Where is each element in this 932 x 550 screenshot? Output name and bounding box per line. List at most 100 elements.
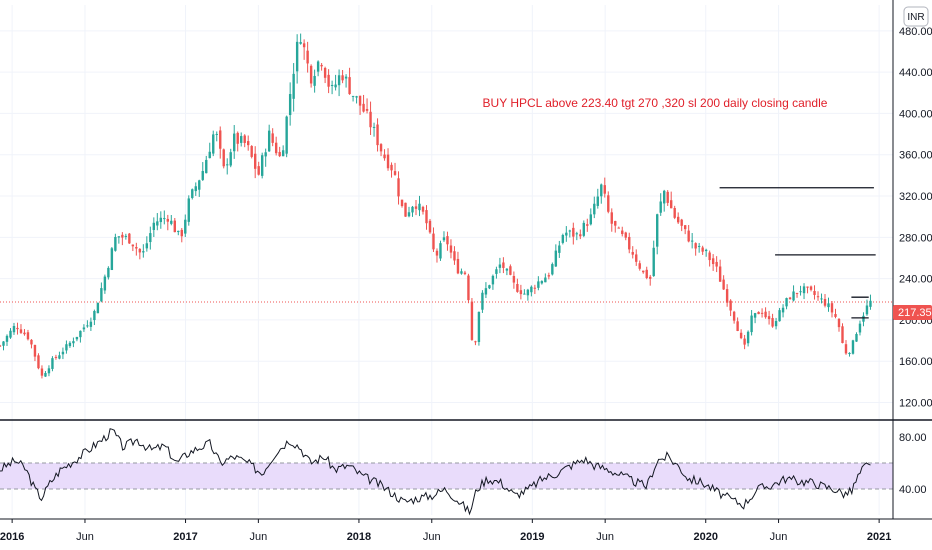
candle-up <box>600 184 603 197</box>
candle-down <box>320 64 323 67</box>
candle-up <box>582 222 586 236</box>
candle-up <box>568 230 572 232</box>
time-tick-label: Jun <box>423 531 441 543</box>
candle-up <box>299 42 302 44</box>
candle-down <box>37 355 40 369</box>
candle-up <box>114 236 117 251</box>
candle-down <box>253 153 257 169</box>
candle-down <box>708 252 711 261</box>
candle-up <box>477 311 481 342</box>
candle-down <box>743 338 746 345</box>
candle-up <box>205 159 208 174</box>
candle-down <box>516 283 519 292</box>
candle-up <box>488 285 491 289</box>
candle-down <box>222 149 225 167</box>
candle-up <box>208 151 211 159</box>
candle-down <box>509 266 512 275</box>
rsi-axis-ticks: 80.00 40.00 <box>899 432 927 496</box>
candle-up <box>93 310 96 321</box>
price-tick-label: 440.00 <box>899 67 932 79</box>
candle-up <box>212 134 215 154</box>
candle-down <box>278 151 281 157</box>
candle-down <box>138 248 142 253</box>
candle-down <box>649 276 652 279</box>
candle-up <box>44 372 47 377</box>
candle-down <box>533 287 537 289</box>
candle-up <box>589 214 592 225</box>
candle-up <box>330 84 334 86</box>
last-price-tag-bg <box>893 305 932 320</box>
candle-up <box>526 289 530 296</box>
candle-up <box>226 164 229 166</box>
candle-down <box>135 247 138 249</box>
candle-down <box>834 314 837 317</box>
candle-up <box>316 61 320 72</box>
candle-down <box>694 243 697 249</box>
price-tick-label: 400.00 <box>899 108 932 120</box>
candle-down <box>669 200 673 209</box>
candle-down <box>219 130 222 149</box>
candle-up <box>233 133 236 152</box>
candle-up <box>554 250 558 267</box>
candle-up <box>792 291 795 301</box>
candle-up <box>334 84 337 88</box>
candle-down <box>306 50 309 64</box>
candle-up <box>481 292 484 310</box>
time-tick-label: 2019 <box>520 531 544 543</box>
candle-up <box>491 275 495 285</box>
candle-up <box>659 201 662 213</box>
price-tick-label: 160.00 <box>899 356 932 368</box>
time-tick-label: 2017 <box>173 531 197 543</box>
candle-down <box>732 311 736 321</box>
candle-up <box>103 276 107 291</box>
candle-down <box>180 229 183 237</box>
candle-down <box>767 316 771 320</box>
candle-down <box>40 368 44 376</box>
candle-down <box>309 65 313 84</box>
candle-down <box>414 206 418 209</box>
candle-down <box>645 269 648 278</box>
candle-down <box>404 202 407 217</box>
candle-up <box>407 212 411 217</box>
candle-up <box>285 116 288 154</box>
candle-up <box>652 247 655 277</box>
candle-up <box>439 243 442 259</box>
candle-up <box>9 330 12 338</box>
candle-up <box>523 293 526 295</box>
candle-up <box>72 341 75 344</box>
currency-button[interactable]: INR <box>903 6 929 27</box>
candle-down <box>397 178 400 197</box>
candle-up <box>505 268 509 271</box>
last-price-tag: 217.35 <box>893 305 932 320</box>
candle-up <box>145 243 149 249</box>
candle-up <box>372 126 376 128</box>
candle-down <box>432 233 435 250</box>
candle-down <box>683 225 687 230</box>
candle-down <box>128 233 131 244</box>
candle-up <box>260 155 264 176</box>
candle-down <box>362 103 365 112</box>
currency-button-bg[interactable] <box>903 6 929 27</box>
candle-down <box>638 263 641 269</box>
candle-down <box>687 230 690 242</box>
candle-down <box>624 232 627 238</box>
candle-down <box>621 230 624 235</box>
currency-button-label[interactable]: INR <box>907 12 924 23</box>
candle-up <box>65 344 68 351</box>
candle-down <box>795 292 799 294</box>
candle-up <box>418 203 421 211</box>
candle-down <box>841 326 844 344</box>
candle-down <box>715 261 718 267</box>
candle-down <box>729 300 732 311</box>
candle-up <box>82 327 86 330</box>
candle-down <box>718 266 722 282</box>
time-tick-label: 2020 <box>693 531 717 543</box>
rsi-line <box>0 428 871 516</box>
candle-up <box>551 264 554 275</box>
candle-down <box>760 312 764 314</box>
candle-down <box>547 275 551 277</box>
candle-down <box>736 321 739 331</box>
candle-up <box>411 206 414 213</box>
candle-up <box>858 323 862 333</box>
